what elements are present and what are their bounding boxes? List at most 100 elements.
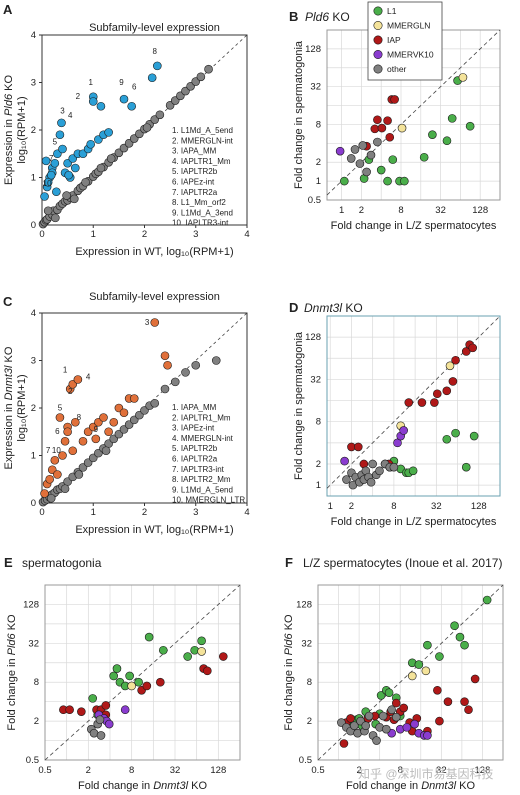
data-point <box>464 705 473 715</box>
y-tick-label: 2 <box>31 125 36 136</box>
panel-title: spermatogonia <box>22 556 102 570</box>
data-point <box>448 377 458 386</box>
data-point <box>450 621 459 630</box>
data-point <box>204 64 213 74</box>
data-point <box>389 462 399 472</box>
data-point <box>106 154 116 163</box>
data-point <box>421 666 431 676</box>
data-point <box>142 681 152 691</box>
data-point <box>101 446 111 456</box>
data-point <box>461 462 471 472</box>
y-tick-label: 4 <box>31 308 36 319</box>
y-tick-label: 1 <box>316 176 321 187</box>
data-point <box>335 146 345 156</box>
y-tick-label: 3 <box>31 356 36 367</box>
data-point <box>119 94 129 104</box>
data-point <box>158 645 168 655</box>
point-annotation: 1 <box>63 365 68 374</box>
legend-marker <box>373 6 383 16</box>
legend-item: 3. IAPEz-int <box>172 424 215 433</box>
x-tick-label: 4 <box>244 507 249 518</box>
data-point <box>50 455 60 465</box>
data-point <box>435 716 444 726</box>
data-point <box>43 206 53 216</box>
data-point <box>383 176 392 186</box>
data-point <box>423 731 432 740</box>
x-axis-label: Expression in WT, log₁₀(RPM+1) <box>75 524 233 536</box>
diagonal-line <box>44 584 241 761</box>
x-axis-label: Expression in WT, log₁₀(RPM+1) <box>75 246 233 258</box>
data-point <box>183 652 192 661</box>
data-point <box>40 192 49 201</box>
plot-frame <box>44 584 241 761</box>
y-tick-label: 0 <box>31 498 36 509</box>
y-axis-label-units: log₁₀(RPM+1) <box>16 96 28 163</box>
point-annotation: 3 <box>145 318 150 327</box>
data-point <box>64 170 73 180</box>
y-tick-label: 8 <box>316 417 321 428</box>
panel-label: A <box>3 2 13 17</box>
data-point <box>460 697 469 706</box>
y-tick-label: 0.5 <box>26 755 39 766</box>
data-point <box>60 436 70 446</box>
panel-label: E <box>4 555 13 570</box>
data-point <box>364 711 374 721</box>
data-point <box>96 163 106 173</box>
data-point <box>50 158 60 168</box>
data-point <box>373 115 382 125</box>
y-axis-label: Fold change in spermatogonia <box>293 331 305 480</box>
data-point <box>81 177 90 187</box>
x-tick-label: 32 <box>435 205 446 216</box>
data-point <box>404 398 414 407</box>
panel-label: B <box>289 9 298 24</box>
panel-label: C <box>3 294 13 309</box>
legend-label: other <box>387 64 407 74</box>
data-point <box>433 685 442 695</box>
data-point <box>129 394 139 403</box>
data-point <box>442 386 452 396</box>
data-point <box>150 398 160 408</box>
data-point <box>388 155 398 164</box>
data-point <box>160 351 170 361</box>
legend-item: 3. IAPA_MM <box>172 147 217 156</box>
data-point <box>445 361 455 371</box>
data-point <box>96 101 106 111</box>
legend-marker <box>373 49 383 59</box>
data-point <box>451 428 460 438</box>
x-tick-label: 32 <box>170 765 181 776</box>
data-point <box>399 426 408 435</box>
y-tick-label: 8 <box>316 119 321 130</box>
data-point <box>88 97 98 106</box>
data-point <box>52 187 61 197</box>
x-tick-label: 128 <box>471 501 487 512</box>
y-tick-label: 8 <box>307 677 312 688</box>
panel-title: Subfamily-level expression <box>89 291 220 303</box>
data-point <box>373 137 382 147</box>
data-point <box>144 632 154 642</box>
point-annotation: 1 <box>88 78 93 87</box>
plot-frame <box>326 315 501 497</box>
data-point <box>402 723 412 732</box>
data-point <box>197 647 206 656</box>
data-point <box>104 719 114 729</box>
data-point <box>127 101 136 111</box>
data-point <box>482 595 492 605</box>
x-tick-label: 8 <box>398 205 403 216</box>
data-point <box>86 139 95 149</box>
y-tick-label: 128 <box>23 599 39 610</box>
diagonal-line <box>326 315 501 489</box>
data-point <box>109 671 118 681</box>
data-point <box>65 705 74 715</box>
data-point <box>156 677 165 687</box>
point-annotation: 10 <box>52 446 61 455</box>
y-axis-label-units: log₁₀(RPM+1) <box>16 374 28 441</box>
legend-item: 2. MMERGLN-int <box>172 136 234 145</box>
data-point <box>468 343 478 353</box>
data-point <box>366 150 376 160</box>
y-tick-label: 2 <box>31 403 36 414</box>
data-point <box>442 136 452 146</box>
point-annotation: 9 <box>119 78 124 87</box>
x-tick-label: 2 <box>86 765 91 776</box>
x-tick-label: 8 <box>129 765 134 776</box>
